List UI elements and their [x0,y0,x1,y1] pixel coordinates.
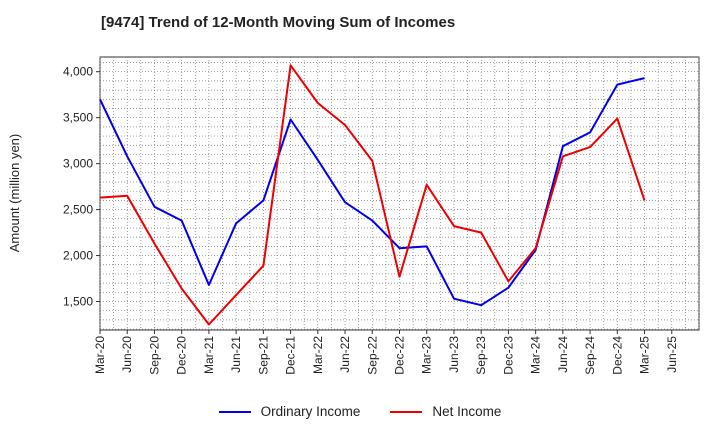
x-tick-label: Mar-21 [202,336,216,374]
y-tick-label: 4,000 [63,65,93,79]
x-axis-ticks: Mar-20 Jun-20 Sep-20 Dec-20 Mar-21 Jun-21 Sep-… [93,330,679,375]
y-tick-label: 2,000 [63,249,93,263]
x-tick-label: Jun-22 [338,336,352,373]
y-tick-label: 3,000 [63,157,93,171]
x-tick-label: Sep-22 [365,336,379,375]
x-tick-label: Jun-24 [556,336,570,373]
x-tick-label: Dec-20 [175,336,189,375]
x-tick-label: Jun-20 [120,336,134,373]
x-tick-label: Mar-23 [420,336,434,374]
legend-label-net-income: Net Income [432,404,502,419]
series-line-net-income [99,64,646,326]
legend-item-net-income: Net Income [390,404,501,419]
x-tick-label: Mar-22 [311,336,325,374]
x-tick-label: Mar-20 [93,336,107,374]
grid-lines [99,57,700,330]
y-axis-ticks: 1,500 2,000 2,500 3,000 3,500 4,000 [63,65,100,309]
legend: Ordinary Income Net Income [0,404,720,419]
x-tick-label: Sep-20 [147,336,161,375]
y-tick-label: 1,500 [63,295,93,309]
x-tick-label: Dec-23 [501,336,515,375]
x-tick-label: Jun-21 [229,336,243,373]
x-tick-label: Dec-22 [393,336,407,375]
x-tick-label: Dec-21 [284,336,298,375]
chart-title: [9474] Trend of 12-Month Moving Sum of I… [101,14,456,31]
legend-swatch-ordinary-income [218,410,251,413]
x-tick-label: Mar-24 [529,336,543,374]
x-tick-label: Dec-24 [610,336,624,375]
series-lines [99,64,646,326]
legend-item-ordinary-income: Ordinary Income [218,404,361,419]
x-tick-label: Sep-24 [583,336,597,375]
x-tick-label: Jun-25 [665,336,679,373]
y-tick-label: 2,500 [63,203,93,217]
y-tick-label: 3,500 [63,111,93,125]
legend-swatch-net-income [390,410,423,413]
x-tick-label: Jun-23 [447,336,461,373]
legend-label-ordinary-income: Ordinary Income [260,404,361,419]
x-tick-label: Sep-23 [474,336,488,375]
y-axis-label: Amount (million yen) [7,134,22,253]
x-tick-label: Sep-21 [256,336,270,375]
series-line-ordinary-income [99,77,645,307]
x-tick-label: Mar-25 [638,336,652,374]
plot-area [99,56,700,331]
